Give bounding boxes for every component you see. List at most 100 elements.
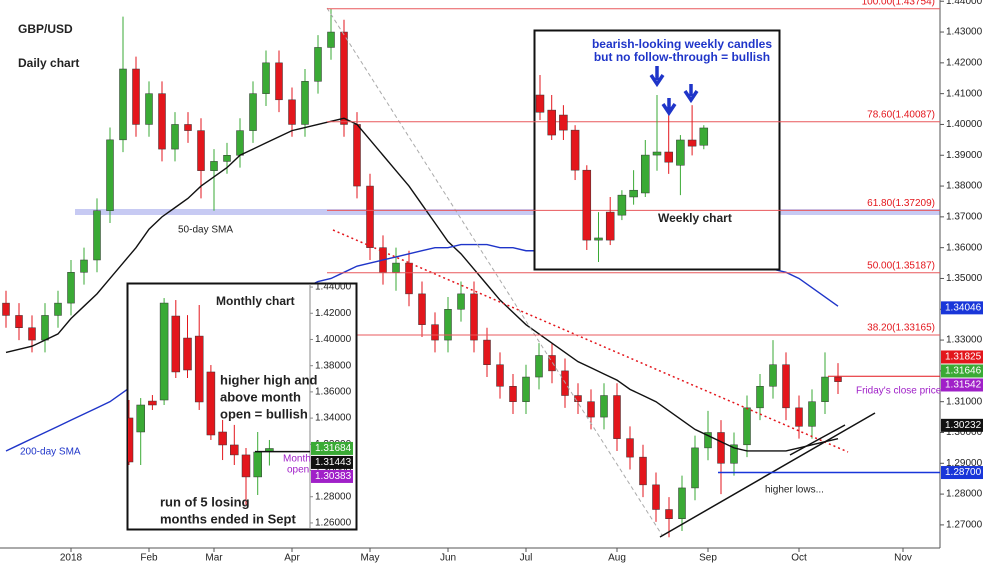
annotation: bearish-looking weekly candles [592, 37, 772, 51]
annotation: Month [283, 454, 311, 465]
y-tick-label: 1.38000 [946, 181, 983, 192]
candle-body [582, 169, 592, 241]
y-tick-label: 1.30000 [946, 427, 983, 438]
candle-body [821, 376, 829, 402]
y-tick-label: 1.26000 [315, 518, 352, 529]
arrow [661, 98, 677, 117]
candle-body [366, 185, 374, 248]
candle-body [730, 444, 738, 464]
axes: 1.270001.280001.290001.300001.310001.320… [0, 0, 983, 549]
candle-body [470, 293, 478, 341]
candle-body [171, 124, 179, 150]
candle-body [687, 139, 697, 147]
y-tick-label: 1.36000 [315, 387, 352, 398]
candle-body [2, 302, 10, 316]
y-tick-label: 1.39000 [946, 150, 983, 161]
candle-body [392, 262, 400, 273]
x-tick-label: Oct [791, 553, 807, 564]
candle-body [444, 309, 452, 341]
candle-body [678, 487, 686, 519]
candle-body [548, 355, 556, 372]
y-tick-label: 1.43000 [946, 27, 983, 38]
inset-title: Weekly chart [658, 211, 732, 225]
candle-body [288, 99, 296, 125]
candle-body [431, 324, 439, 341]
candle-body [183, 337, 192, 371]
candle-body [197, 130, 205, 171]
price-tag [941, 350, 983, 364]
candle-body [617, 194, 627, 216]
candle-body [206, 371, 216, 436]
fib-label: 61.80(1.37209) [867, 198, 935, 209]
candle-body [717, 432, 725, 464]
candle-body [587, 401, 595, 418]
y-tick-label: 1.29000 [946, 458, 983, 469]
support-line [789, 424, 846, 456]
candle-body [275, 62, 283, 101]
weekly-candles [535, 74, 709, 262]
candle-body [54, 302, 62, 316]
candle-body [15, 315, 23, 329]
candle-body [159, 302, 169, 401]
candle-body [574, 395, 582, 402]
chart-subtitle: Daily chart [18, 56, 79, 70]
candle-body [230, 444, 239, 456]
annotation: open = bullish [220, 406, 308, 421]
candle-body [353, 124, 361, 187]
y-tick-label: 1.40000 [946, 119, 983, 130]
candle-body [652, 151, 662, 156]
candle-body [522, 376, 530, 402]
price-tag-label: 1.30383 [315, 471, 352, 482]
y-tick-label: 1.28000 [315, 491, 352, 502]
annotation: months ended in Sept [160, 511, 296, 526]
candle-body [145, 93, 153, 125]
candle-body [535, 94, 545, 113]
candle-body [626, 438, 634, 458]
weekly-text: bearish-looking weekly candles but no fo… [592, 37, 772, 225]
candle-body [605, 211, 615, 241]
y-tick-label: 1.37000 [946, 211, 983, 222]
price-tag-label: 1.31646 [945, 366, 982, 377]
retracement-line [326, 7, 663, 536]
candle-body [327, 31, 335, 48]
candle-body [704, 432, 712, 449]
candle-body [664, 151, 673, 163]
y-tick-label: 1.38000 [315, 360, 352, 371]
candle-body [241, 454, 251, 478]
candle-body [236, 130, 244, 156]
sma-label: 200-day SMA [20, 447, 81, 458]
annotation: higher high and [220, 372, 318, 387]
price-tag [941, 418, 983, 432]
candle-body [210, 161, 218, 171]
candle-body [509, 386, 517, 402]
candle-body [194, 335, 204, 403]
price-tag [941, 364, 983, 378]
candle-body [67, 272, 75, 304]
price-tag [941, 301, 983, 315]
candle-body [301, 81, 309, 125]
price-tag-label: 1.30232 [945, 420, 982, 431]
y-tick-label: 1.33000 [946, 335, 983, 346]
x-tick-label: Jun [440, 553, 456, 564]
monthly-candles: 1.31684 1.31443 1.30383 [128, 298, 353, 505]
annotation: Friday's close price [856, 386, 942, 397]
candle-body [184, 124, 192, 131]
x-tick-label: Apr [284, 553, 300, 564]
x-tick-label: Jul [520, 553, 533, 564]
candle-body [148, 400, 157, 406]
candle-body [340, 31, 348, 125]
daily-overlays [326, 7, 876, 538]
price-tag [311, 441, 353, 455]
candle-body [547, 109, 556, 136]
candle-body [28, 327, 36, 341]
candle-body [314, 47, 322, 82]
price-tag-label: 1.28700 [945, 467, 982, 478]
candle-body [756, 386, 764, 409]
candle-body [594, 237, 603, 241]
candle-body [80, 259, 88, 273]
fib-label: 100.00(1.43754) [862, 0, 935, 7]
candle-body [132, 68, 140, 125]
candle-body [743, 407, 751, 446]
candle-body [613, 395, 621, 439]
